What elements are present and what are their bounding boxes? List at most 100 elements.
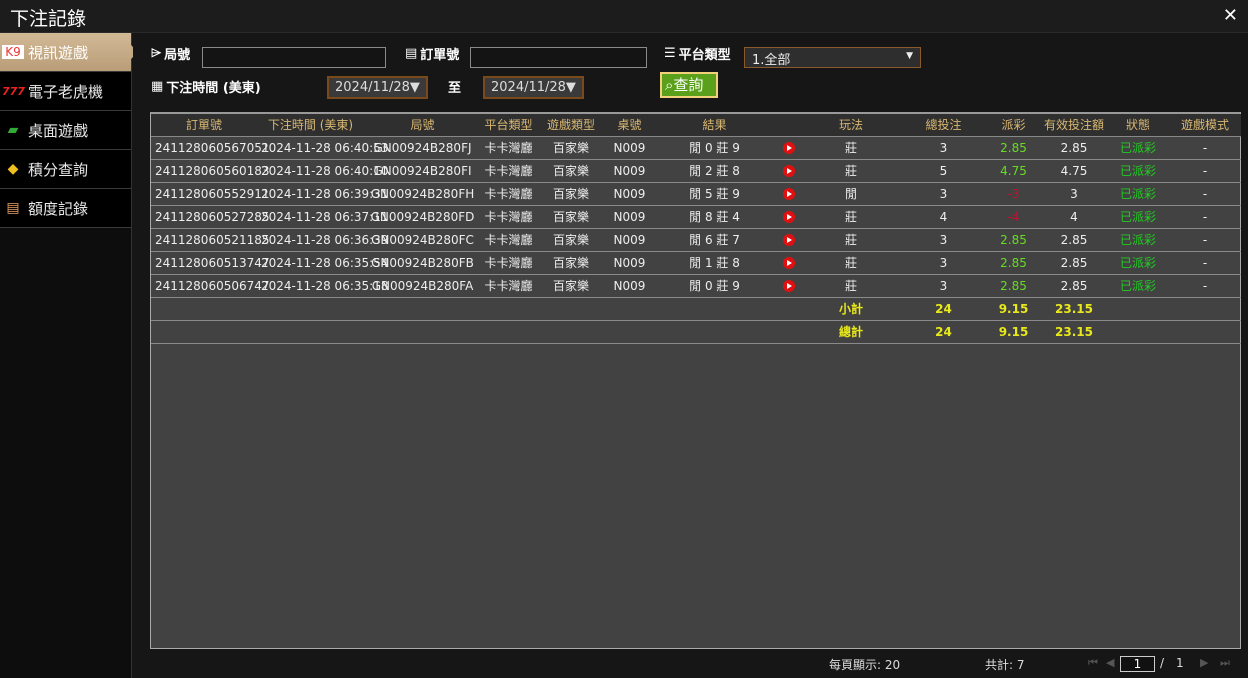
time-label-text: 下注時間 (美東)	[166, 81, 261, 96]
sidebar-item-label: 視訊遊戲	[28, 43, 89, 62]
sidebar-item-label: 電子老虎機	[28, 82, 104, 101]
valid-bet-cell: 3	[1041, 182, 1107, 206]
summary-cell	[653, 297, 776, 321]
summary-cell	[364, 320, 481, 344]
game-mode-cell: -	[1169, 205, 1241, 229]
round-input[interactable]	[202, 47, 386, 68]
order-label: ▤ 訂單號	[405, 44, 459, 63]
sidebar-item-points[interactable]: ◆ 積分查詢	[0, 150, 131, 189]
round-no-cell: GN00924B280FB	[364, 251, 481, 275]
date-to-picker[interactable]: 2024/11/28▼	[483, 76, 584, 99]
summary-cell	[653, 320, 776, 344]
summary-cell	[1169, 320, 1241, 344]
column-header: 狀態	[1107, 114, 1169, 137]
play-video-icon[interactable]	[782, 280, 795, 292]
next-page-icon[interactable]: ▶	[1200, 656, 1209, 669]
diamond-icon: ◆	[7, 161, 19, 177]
round-no-cell: GN00924B280FJ	[364, 136, 481, 160]
order-input[interactable]	[470, 47, 647, 68]
play-video-icon[interactable]	[782, 188, 795, 200]
platform-cell: 卡卡灣廳	[481, 228, 536, 252]
payout-cell: 2.85	[986, 136, 1041, 160]
summary-cell: 總計	[801, 320, 901, 344]
round-label-text: 局號	[164, 48, 191, 63]
sidebar-item-credit-log[interactable]: ▤ 額度記錄	[0, 189, 131, 228]
total-bet-cell: 4	[901, 205, 986, 229]
total-bet-cell: 3	[901, 136, 986, 160]
round-no-cell: GN00924B280FH	[364, 182, 481, 206]
platform-cell: 卡卡灣廳	[481, 251, 536, 275]
prev-page-icon[interactable]: ◀	[1106, 656, 1115, 669]
replay-cell	[776, 136, 801, 160]
game-mode-cell: -	[1169, 228, 1241, 252]
game-type-cell: 百家樂	[536, 228, 606, 252]
status-cell: 已派彩	[1107, 228, 1169, 252]
page-input[interactable]: 1	[1120, 656, 1155, 672]
to-label: 至	[448, 81, 462, 96]
round-no-cell: GN00924B280FD	[364, 205, 481, 229]
column-header: 遊戲類型	[536, 114, 606, 137]
order-no-cell: 241128060552911	[151, 182, 270, 206]
summary-cell	[536, 297, 606, 321]
replay-cell	[776, 251, 801, 275]
game-mode-cell: -	[1169, 251, 1241, 275]
summary-cell: 9.15	[986, 297, 1041, 321]
replay-cell	[776, 274, 801, 298]
game-type-cell: 百家樂	[536, 159, 606, 183]
summary-cell	[1107, 297, 1169, 321]
query-button[interactable]: ⌕查詢	[660, 72, 718, 98]
close-icon[interactable]: ✕	[1222, 5, 1238, 26]
order-no-cell: 241128060560183	[151, 159, 270, 183]
platform-cell: 卡卡灣廳	[481, 274, 536, 298]
order-no-cell: 241128060567051	[151, 136, 270, 160]
query-label: 查詢	[673, 76, 704, 94]
result-cell: 閒 5 莊 9	[653, 182, 776, 206]
game-mode-cell: -	[1169, 159, 1241, 183]
sidebar-item-slots[interactable]: 777 電子老虎機	[0, 72, 131, 111]
sidebar-item-live-games[interactable]: K9 視訊遊戲	[0, 33, 138, 72]
list-icon: ☰	[664, 46, 676, 61]
sidebar-item-table-games[interactable]: ▰ 桌面遊戲	[0, 111, 131, 150]
main-content: ⌲ 局號 ▤ 訂單號 ☰ 平台類型 1.全部 ▼ ▦ 下注時間 (美東) 2024/11/…	[133, 33, 1248, 678]
bet-type-cell: 莊	[801, 274, 901, 298]
table-row: 241128060513747 2024-11-28 06:35:54 GN0092…	[151, 251, 1241, 275]
summary-cell	[776, 297, 801, 321]
game-type-cell: 百家樂	[536, 182, 606, 206]
replay-cell	[776, 205, 801, 229]
table-no-cell: N009	[606, 228, 653, 252]
last-page-icon[interactable]: ⏭	[1220, 656, 1230, 669]
column-header: 派彩	[986, 114, 1041, 137]
summary-cell	[481, 297, 536, 321]
summary-cell	[1169, 297, 1241, 321]
result-cell: 閒 1 莊 8	[653, 251, 776, 275]
page-separator: /	[1160, 656, 1165, 670]
bet-time-cell: 2024-11-28 06:35:54	[257, 251, 388, 275]
date-from-picker[interactable]: 2024/11/28▼	[327, 76, 428, 99]
first-page-icon[interactable]: ⏮	[1088, 656, 1098, 669]
status-cell: 已派彩	[1107, 136, 1169, 160]
play-video-icon[interactable]	[782, 165, 795, 177]
play-video-icon[interactable]	[782, 211, 795, 223]
total-bet-cell: 3	[901, 251, 986, 275]
sidebar-item-label: 積分查詢	[28, 160, 89, 179]
platform-select[interactable]: 1.全部 ▼	[744, 47, 921, 68]
play-video-icon[interactable]	[782, 234, 795, 246]
document-icon: ▤	[6, 200, 20, 216]
bet-time-cell: 2024-11-28 06:40:10	[257, 159, 388, 183]
summary-cell	[606, 297, 653, 321]
column-header: 玩法	[801, 114, 901, 137]
platform-value: 1.全部	[752, 53, 791, 68]
play-video-icon[interactable]	[782, 257, 795, 269]
summary-cell	[536, 320, 606, 344]
time-label: ▦ 下注時間 (美東)	[151, 77, 261, 96]
play-video-icon[interactable]	[782, 142, 795, 154]
game-mode-cell: -	[1169, 274, 1241, 298]
summary-cell: 9.15	[986, 320, 1041, 344]
calendar-icon: ▦	[151, 79, 164, 94]
payout-cell: 4.75	[986, 159, 1041, 183]
valid-bet-cell: 2.85	[1041, 251, 1107, 275]
sidebar-item-label: 額度記錄	[28, 199, 89, 218]
result-cell: 閒 2 莊 8	[653, 159, 776, 183]
bet-type-cell: 莊	[801, 251, 901, 275]
order-no-cell: 241128060513747	[151, 251, 270, 275]
